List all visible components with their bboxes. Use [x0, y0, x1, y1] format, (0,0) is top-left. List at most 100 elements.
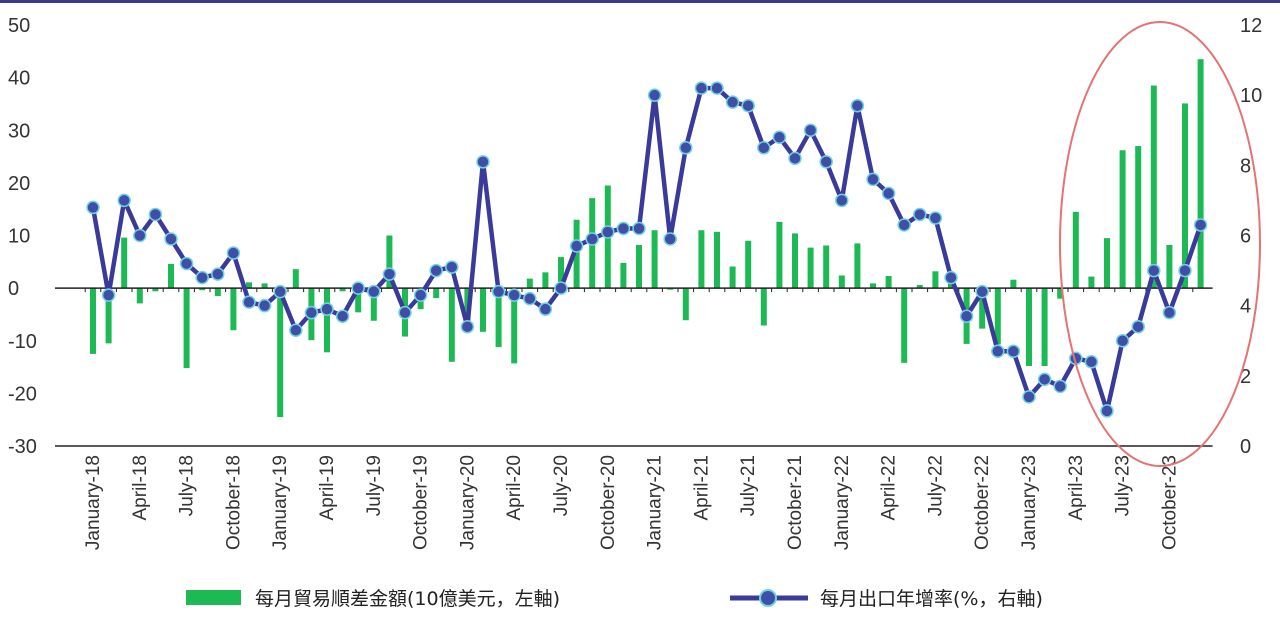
x-tick-label: July-18 — [177, 455, 198, 516]
line-point — [1022, 390, 1036, 404]
line-point — [273, 284, 287, 299]
line-point — [944, 270, 958, 285]
left-tick-label: 20 — [8, 173, 30, 195]
bar — [324, 288, 330, 353]
line-point — [585, 232, 599, 246]
line-point — [226, 246, 241, 260]
bar — [776, 221, 783, 289]
line-point — [1100, 404, 1114, 418]
left-tick-label: 0 — [8, 278, 19, 300]
left-tick-label: 50 — [8, 15, 30, 37]
line-point — [569, 239, 584, 253]
bar-series — [90, 59, 1204, 418]
line-point — [1115, 334, 1130, 348]
x-tick-label: October-22 — [972, 455, 993, 550]
bar — [698, 230, 705, 289]
bar — [667, 288, 674, 290]
x-tick-label: April-23 — [1066, 455, 1087, 520]
bar — [682, 288, 689, 321]
line-point — [772, 130, 787, 145]
line-point — [913, 207, 927, 222]
right-tick-label: 0 — [1240, 436, 1251, 458]
left-tick-label: 30 — [8, 120, 30, 142]
line-point — [86, 200, 100, 215]
bar — [214, 288, 221, 297]
line-point — [928, 211, 943, 225]
bar — [526, 278, 533, 289]
line-point — [959, 309, 974, 323]
x-tick-label: July-20 — [551, 455, 572, 516]
line-point — [289, 323, 303, 337]
bar — [261, 283, 268, 289]
line-point — [491, 284, 506, 299]
line-point — [382, 267, 397, 281]
line-point — [819, 155, 833, 169]
right-tick-label: 4 — [1240, 296, 1251, 318]
right-axis-ticks: 12 10 8 6 4 2 0 — [1240, 15, 1262, 458]
bar — [636, 244, 642, 289]
bar — [807, 247, 814, 289]
x-tick-label: October-21 — [785, 455, 806, 550]
x-tick-label: April-20 — [504, 455, 525, 520]
line-point — [725, 95, 740, 109]
line-point — [164, 232, 178, 246]
x-tick-label: January-20 — [457, 455, 478, 550]
line-point — [647, 88, 662, 102]
bar — [994, 288, 1001, 345]
right-tick-label: 12 — [1240, 15, 1262, 37]
x-tick-label: July-22 — [925, 455, 946, 516]
bar — [620, 262, 627, 289]
line-point — [694, 81, 709, 95]
line-point — [195, 270, 209, 285]
x-tick-label: October-18 — [223, 455, 244, 550]
bar — [339, 288, 346, 292]
bar — [838, 275, 845, 289]
bar — [355, 288, 362, 313]
line-point — [304, 305, 319, 320]
right-tick-label: 2 — [1240, 366, 1251, 388]
line-point — [710, 81, 724, 95]
x-tick-label: April-19 — [317, 455, 338, 520]
x-tick-label: April-22 — [879, 455, 900, 520]
x-tick-label: April-18 — [130, 455, 151, 520]
bar — [480, 288, 486, 332]
bar — [230, 288, 237, 331]
x-tick-label: January-18 — [83, 455, 104, 550]
x-tick-label: October-19 — [411, 455, 432, 550]
highlight-ellipse — [1059, 21, 1261, 467]
line-point — [413, 288, 428, 302]
bar — [152, 288, 159, 292]
bar — [1135, 146, 1142, 289]
left-tick-label: -30 — [8, 436, 37, 458]
bar — [916, 284, 923, 289]
x-tick-label: July-23 — [1113, 455, 1134, 516]
line-point — [663, 232, 677, 246]
line-point — [398, 305, 412, 320]
x-tick-label: January-21 — [645, 455, 666, 550]
line-point — [975, 284, 989, 299]
line-series — [86, 81, 1208, 418]
left-tick-label: 10 — [8, 226, 30, 248]
bar — [854, 243, 861, 289]
bar — [1150, 85, 1157, 289]
bar — [277, 288, 284, 418]
x-tick-label: July-21 — [738, 455, 759, 516]
line-point — [117, 193, 131, 208]
line-point — [616, 221, 631, 236]
bar — [1088, 276, 1095, 289]
line-point — [1193, 218, 1208, 232]
line-point — [741, 98, 755, 113]
bar — [168, 263, 174, 289]
line-point — [1178, 263, 1192, 278]
legend: 每月貿易順差金額(10億美元，左軸) 每月出口年增率(%，右軸) — [186, 588, 1043, 610]
line-point — [788, 151, 802, 166]
x-tick-label: October-23 — [1159, 455, 1180, 550]
legend-bar-label: 每月貿易順差金額(10億美元，左軸) — [255, 588, 560, 610]
line-point — [523, 291, 537, 306]
line-point — [133, 228, 147, 243]
line-point — [367, 284, 381, 299]
right-tick-label: 10 — [1240, 85, 1262, 107]
bar — [246, 282, 252, 289]
x-axis-tick-labels: January-18 April-18 July-18 October-18 Janua… — [83, 455, 1180, 550]
